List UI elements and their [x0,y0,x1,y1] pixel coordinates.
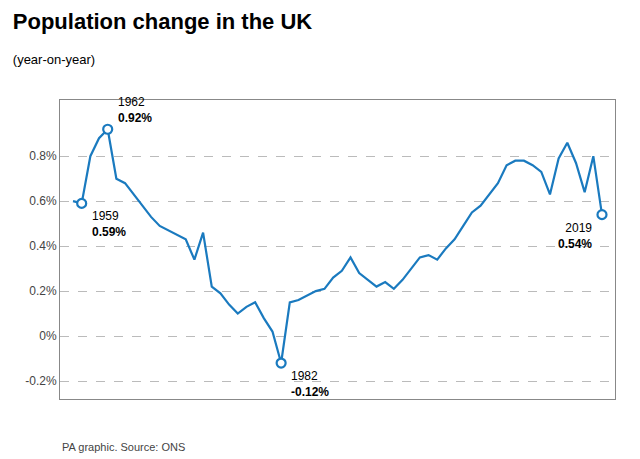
svg-text:19590.59%: 19590.59% [92,209,126,239]
svg-text:0.4%: 0.4% [29,239,57,253]
svg-text:PA graphic. Source: ONS: PA graphic. Source: ONS [62,441,185,453]
svg-text:0.2%: 0.2% [29,284,57,298]
svg-text:0.6%: 0.6% [29,194,57,208]
svg-text:Population change in the UK: Population change in the UK [13,9,313,34]
svg-text:-0.2%: -0.2% [25,374,57,388]
svg-text:0.8%: 0.8% [29,149,57,163]
svg-text:0%: 0% [39,329,57,343]
svg-text:(year-on-year): (year-on-year) [13,52,95,67]
svg-text:1982-0.12%: 1982-0.12% [291,369,329,399]
svg-text:20190.54%: 20190.54% [558,221,592,251]
svg-text:19620.92%: 19620.92% [118,95,152,125]
